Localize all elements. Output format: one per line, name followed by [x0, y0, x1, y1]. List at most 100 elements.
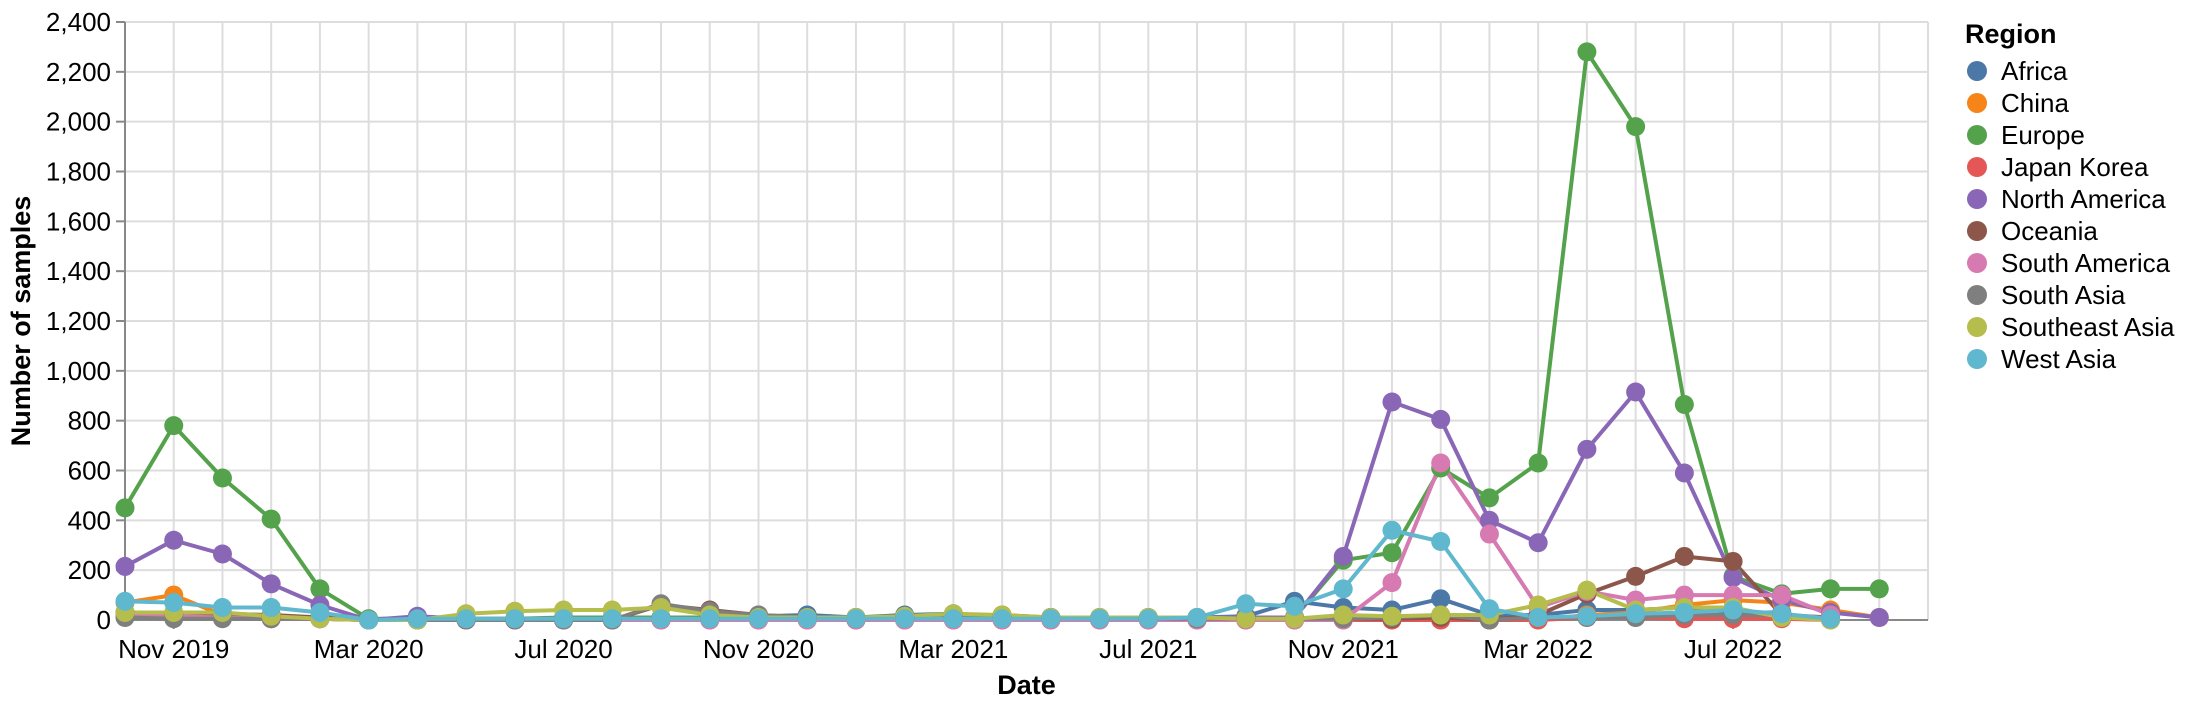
- data-point-europe[interactable]: [310, 579, 330, 599]
- data-point-europe[interactable]: [1674, 394, 1694, 414]
- data-point-europe[interactable]: [261, 509, 281, 529]
- data-point-west-asia[interactable]: [359, 610, 379, 630]
- data-point-southeast-asia[interactable]: [1236, 609, 1256, 629]
- data-point-west-asia[interactable]: [1577, 606, 1597, 626]
- data-point-west-asia[interactable]: [1528, 608, 1548, 628]
- data-point-west-asia[interactable]: [1382, 520, 1402, 540]
- legend-symbol-oceania: [1967, 221, 1987, 241]
- data-point-north-america[interactable]: [261, 574, 281, 594]
- data-point-west-asia[interactable]: [1431, 532, 1451, 552]
- data-point-europe[interactable]: [1821, 579, 1841, 599]
- data-point-africa[interactable]: [1431, 589, 1451, 609]
- data-point-west-asia[interactable]: [797, 609, 817, 629]
- data-point-west-asia[interactable]: [700, 609, 720, 629]
- data-point-west-asia[interactable]: [1626, 604, 1646, 624]
- legend-title: Region: [1965, 19, 2057, 49]
- data-point-north-america[interactable]: [1479, 510, 1499, 530]
- legend-label-africa: Africa: [2001, 56, 2068, 86]
- legend-label-europe: Europe: [2001, 120, 2085, 150]
- data-point-west-asia[interactable]: [895, 609, 915, 629]
- y-tick-label: 1,200: [46, 306, 111, 336]
- data-point-south-america[interactable]: [1382, 573, 1402, 593]
- data-point-west-asia[interactable]: [1236, 594, 1256, 614]
- legend-label-japan-korea: Japan Korea: [2001, 152, 2149, 182]
- data-point-west-asia[interactable]: [602, 609, 622, 629]
- data-point-europe[interactable]: [1577, 42, 1597, 62]
- data-point-west-asia[interactable]: [1187, 608, 1207, 628]
- data-point-west-asia[interactable]: [846, 609, 866, 629]
- legend-symbol-north-america: [1967, 189, 1987, 209]
- data-point-west-asia[interactable]: [1821, 609, 1841, 629]
- data-point-west-asia[interactable]: [554, 609, 574, 629]
- data-point-west-asia[interactable]: [505, 609, 525, 629]
- data-point-north-america[interactable]: [1528, 533, 1548, 553]
- data-point-north-america[interactable]: [212, 544, 232, 564]
- data-point-north-america[interactable]: [1382, 392, 1402, 412]
- data-point-southeast-asia[interactable]: [1577, 580, 1597, 600]
- legend-symbol-africa: [1967, 61, 1987, 81]
- data-point-europe[interactable]: [1382, 543, 1402, 563]
- y-tick-label: 0: [97, 605, 111, 635]
- y-tick-label: 400: [68, 505, 111, 535]
- y-tick-label: 200: [68, 555, 111, 585]
- data-point-south-america[interactable]: [1431, 453, 1451, 473]
- data-point-europe[interactable]: [164, 416, 184, 436]
- legend-label-southeast-asia: Southeast Asia: [2001, 312, 2175, 342]
- data-point-north-america[interactable]: [164, 530, 184, 550]
- data-point-west-asia[interactable]: [310, 603, 330, 623]
- legend-label-south-america: South America: [2001, 248, 2171, 278]
- data-point-oceania[interactable]: [1723, 551, 1743, 571]
- data-point-europe[interactable]: [212, 468, 232, 488]
- legend-symbol-south-america: [1967, 253, 1987, 273]
- data-point-west-asia[interactable]: [261, 598, 281, 618]
- data-point-west-asia[interactable]: [1138, 609, 1158, 629]
- axes: 0 200 400 600 800 1,000 1,200 1,400 1,600 1,800 2,…: [46, 7, 1928, 664]
- data-point-north-america[interactable]: [1723, 568, 1743, 588]
- data-point-west-asia[interactable]: [164, 593, 184, 613]
- data-point-south-america[interactable]: [1479, 524, 1499, 544]
- data-point-north-america[interactable]: [115, 556, 135, 576]
- data-point-west-asia[interactable]: [1041, 609, 1061, 629]
- x-tick-label: Jul 2020: [514, 634, 612, 664]
- data-point-oceania[interactable]: [1674, 546, 1694, 566]
- data-point-southeast-asia[interactable]: [1382, 606, 1402, 626]
- data-point-southeast-asia[interactable]: [1333, 605, 1353, 625]
- data-point-west-asia[interactable]: [1723, 600, 1743, 620]
- data-point-west-asia[interactable]: [1333, 579, 1353, 599]
- x-tick-label: Mar 2022: [1483, 634, 1593, 664]
- legend-label-south-asia: South Asia: [2001, 280, 2126, 310]
- x-tick-label: Nov 2020: [703, 634, 814, 664]
- data-point-europe[interactable]: [1626, 117, 1646, 137]
- data-point-west-asia[interactable]: [115, 591, 135, 611]
- series-line-south-america: [124, 461, 1832, 622]
- data-point-west-asia[interactable]: [1674, 603, 1694, 623]
- data-point-west-asia[interactable]: [992, 609, 1012, 629]
- grid: [124, 21, 1929, 621]
- data-point-north-america[interactable]: [1626, 382, 1646, 402]
- data-point-west-asia[interactable]: [1285, 596, 1305, 616]
- data-point-europe[interactable]: [1869, 579, 1889, 599]
- data-point-north-america[interactable]: [1431, 409, 1451, 429]
- data-point-southeast-asia[interactable]: [1431, 605, 1451, 625]
- data-point-europe[interactable]: [115, 498, 135, 518]
- data-point-europe[interactable]: [1528, 453, 1548, 473]
- data-point-north-america[interactable]: [1577, 439, 1597, 459]
- data-point-west-asia[interactable]: [1772, 604, 1792, 624]
- data-point-west-asia[interactable]: [651, 609, 671, 629]
- data-point-north-america[interactable]: [1674, 463, 1694, 483]
- data-point-oceania[interactable]: [1626, 566, 1646, 586]
- data-point-north-america[interactable]: [1869, 608, 1889, 628]
- data-point-north-america[interactable]: [1333, 546, 1353, 566]
- data-point-west-asia[interactable]: [1090, 609, 1110, 629]
- data-point-west-asia[interactable]: [748, 609, 768, 629]
- data-point-west-asia[interactable]: [1479, 599, 1499, 619]
- data-point-west-asia[interactable]: [456, 609, 476, 629]
- data-point-europe[interactable]: [1479, 488, 1499, 508]
- data-point-south-america[interactable]: [1772, 585, 1792, 605]
- legend-symbol-south-asia: [1967, 285, 1987, 305]
- data-point-west-asia[interactable]: [212, 598, 232, 618]
- data-point-west-asia[interactable]: [407, 609, 427, 629]
- data-point-west-asia[interactable]: [943, 609, 963, 629]
